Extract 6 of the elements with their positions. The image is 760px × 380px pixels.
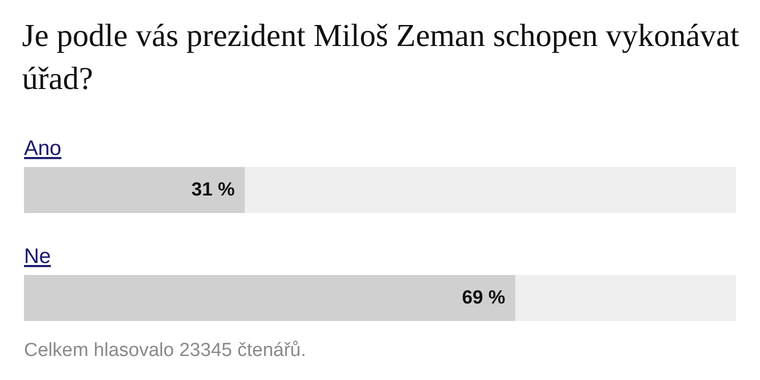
y-tick-label: Ano	[24, 137, 62, 160]
data-label: 69 %	[462, 288, 506, 308]
y-tick-label: Ne	[24, 245, 51, 268]
chart-title: Je podle vás prezident Miloš Zeman schopen vykonávat úřad?	[22, 16, 740, 98]
text: Celkem hlasovalo 23345 čtenářů.	[24, 340, 306, 362]
data-label: 31 %	[191, 180, 235, 200]
